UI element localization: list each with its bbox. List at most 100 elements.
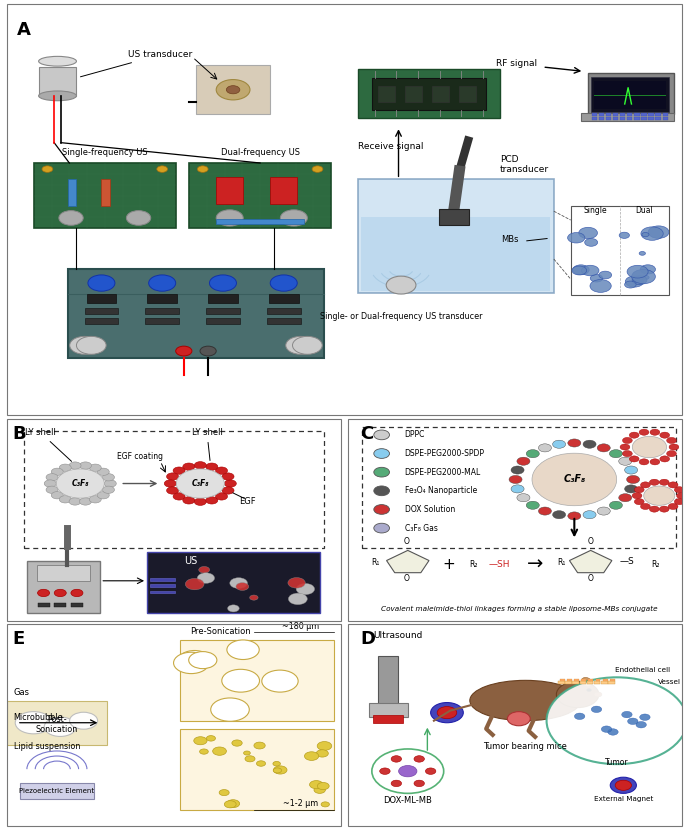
Circle shape (213, 747, 227, 756)
Circle shape (314, 786, 325, 793)
Bar (559, 679, 564, 681)
Text: O: O (403, 537, 409, 546)
Bar (648, 117, 654, 120)
Circle shape (318, 782, 329, 790)
Text: Dual: Dual (635, 206, 653, 215)
Circle shape (615, 781, 632, 791)
Text: Single-frequency US: Single-frequency US (62, 148, 147, 157)
Bar (608, 681, 615, 685)
Circle shape (526, 450, 539, 458)
Bar (634, 117, 639, 120)
Circle shape (56, 469, 104, 498)
Text: EGF: EGF (238, 497, 256, 505)
Circle shape (76, 336, 106, 354)
Circle shape (216, 467, 227, 475)
Bar (663, 117, 668, 120)
Text: Piezoelectric Element: Piezoelectric Element (19, 788, 94, 794)
Text: Ultrasound: Ultrasound (373, 631, 422, 640)
Text: Single- or Dual-frequency US transducer: Single- or Dual-frequency US transducer (320, 312, 482, 320)
Text: Pre-Sonication: Pre-Sonication (190, 627, 251, 636)
Circle shape (167, 487, 178, 495)
Circle shape (183, 463, 195, 470)
Circle shape (511, 466, 524, 474)
Circle shape (635, 499, 644, 505)
Circle shape (532, 453, 617, 505)
Text: DPPC: DPPC (404, 430, 425, 440)
Circle shape (553, 510, 566, 519)
Circle shape (226, 86, 240, 93)
Circle shape (222, 670, 260, 692)
Text: R₂: R₂ (652, 560, 660, 569)
Bar (150, 578, 175, 580)
Circle shape (511, 485, 524, 493)
Circle shape (599, 271, 612, 279)
Bar (68, 269, 325, 359)
Circle shape (79, 498, 92, 505)
Circle shape (44, 717, 76, 736)
Bar (663, 113, 668, 116)
Text: O: O (588, 537, 594, 546)
Circle shape (194, 462, 206, 469)
Circle shape (622, 437, 633, 444)
Circle shape (173, 467, 185, 475)
Circle shape (15, 711, 52, 734)
Bar (432, 86, 449, 102)
Circle shape (222, 473, 234, 480)
Circle shape (176, 346, 192, 356)
Bar (405, 86, 422, 102)
Circle shape (305, 751, 319, 761)
Bar (610, 679, 615, 681)
Circle shape (296, 584, 315, 595)
Text: PCD
transducer: PCD transducer (500, 155, 549, 174)
Circle shape (69, 498, 81, 505)
Text: LY shell: LY shell (192, 428, 223, 460)
Bar (603, 679, 608, 681)
Bar (595, 81, 666, 109)
Circle shape (280, 210, 307, 226)
Circle shape (46, 474, 58, 481)
Circle shape (183, 497, 195, 504)
Text: Post-
Sonication: Post- Sonication (36, 715, 78, 735)
Circle shape (526, 501, 539, 510)
Circle shape (178, 651, 211, 671)
Circle shape (425, 768, 436, 775)
Circle shape (667, 450, 677, 457)
Circle shape (538, 507, 551, 515)
Circle shape (59, 495, 71, 503)
Bar (196, 65, 270, 114)
Bar (27, 560, 101, 613)
Circle shape (197, 166, 208, 173)
Circle shape (88, 275, 115, 291)
Bar (627, 117, 633, 120)
Circle shape (167, 473, 178, 480)
Bar (579, 681, 586, 685)
Circle shape (669, 444, 679, 450)
Circle shape (206, 463, 218, 470)
Text: LY shell: LY shell (25, 428, 72, 461)
Circle shape (632, 493, 642, 499)
Circle shape (317, 741, 332, 751)
Bar (606, 113, 611, 116)
Circle shape (642, 275, 649, 279)
Circle shape (207, 736, 216, 741)
Bar (620, 113, 626, 116)
Bar (20, 783, 94, 800)
Circle shape (245, 756, 255, 761)
Circle shape (629, 456, 639, 462)
Circle shape (625, 485, 637, 493)
Circle shape (641, 504, 650, 510)
Circle shape (216, 493, 227, 500)
Circle shape (625, 466, 637, 474)
Circle shape (321, 801, 329, 806)
Bar (181, 729, 333, 810)
Circle shape (635, 487, 644, 493)
Circle shape (644, 486, 675, 505)
Text: MBs: MBs (501, 235, 519, 244)
Circle shape (380, 768, 390, 775)
Circle shape (70, 712, 98, 729)
Circle shape (216, 210, 243, 226)
Circle shape (622, 450, 633, 457)
Circle shape (509, 475, 522, 484)
Circle shape (636, 721, 646, 728)
Bar (269, 294, 298, 304)
